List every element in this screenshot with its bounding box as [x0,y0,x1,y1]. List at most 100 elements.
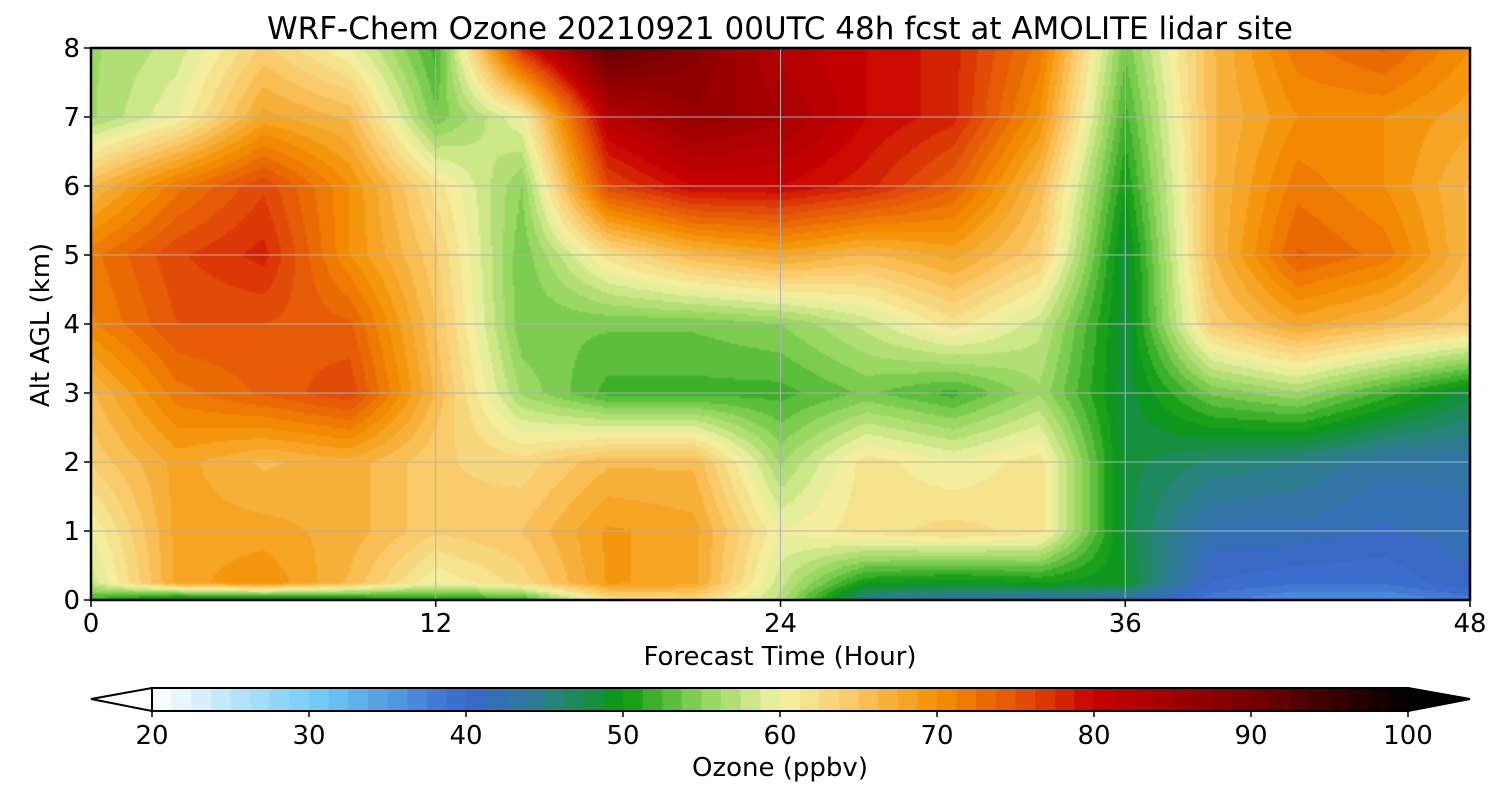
colorbar-swatch [1388,688,1409,711]
y-tick-label: 6 [63,172,80,202]
colorbar-tick-label: 40 [449,721,482,751]
chart-title: WRF-Chem Ozone 20210921 00UTC 48h fcst a… [267,11,1293,47]
colorbar-tick-label: 60 [763,721,796,751]
y-tick-label: 7 [63,103,80,133]
colorbar-swatch [1074,688,1095,711]
colorbar-swatch [328,688,349,711]
colorbar-swatch [426,688,447,711]
y-tick-label: 2 [63,448,80,478]
colorbar-swatch [819,688,840,711]
colorbar-ticks: 20 30 40 50 60 70 80 90 100 [135,711,1433,751]
colorbar-swatch [1349,688,1370,711]
colorbar-tick-label: 20 [135,721,168,751]
colorbar-swatch [681,688,703,711]
colorbar-swatch [740,688,761,711]
colorbar-swatch [1152,688,1174,711]
colorbar-swatch [1211,688,1232,711]
colorbar-swatch [956,688,977,711]
colorbar-swatch [485,688,506,711]
colorbar-swatch [1035,688,1056,711]
colorbar-swatch [466,688,487,711]
colorbar-label: Ozone (ppbv) [692,753,868,783]
colorbar-swatch [897,688,918,711]
colorbar-tick-label: 50 [606,721,639,751]
colorbar-swatch [623,688,644,711]
y-tick-label: 1 [63,517,80,547]
colorbar-swatch [1368,688,1389,711]
colorbar-over-arrow [1407,686,1471,713]
colorbar-swatch [1054,688,1075,711]
colorbar-swatch [446,688,467,711]
colorbar-swatch [309,688,330,711]
x-tick-label: 12 [419,609,452,639]
x-tick-label: 36 [1109,609,1142,639]
y-tick-label: 5 [63,241,80,271]
x-axis-ticks: 0 12 24 36 48 [83,600,1487,639]
colorbar-swatch [191,688,212,711]
colorbar: 20 30 40 50 60 70 80 90 100 Ozone (ppbv) [90,686,1471,783]
y-tick-label: 8 [63,34,80,64]
colorbar-swatch [210,688,232,711]
colorbar-swatch [387,688,408,711]
x-tick-label: 0 [83,609,100,639]
colorbar-swatch [780,688,801,711]
colorbar-swatch [878,688,899,711]
colorbar-swatch [1015,688,1036,711]
y-axis-ticks: 0 1 2 3 4 5 6 7 8 [63,34,91,616]
colorbar-swatch [603,688,624,711]
colorbar-swatch [721,688,742,711]
colorbar-swatch [1290,688,1311,711]
colorbar-tick-label: 80 [1077,721,1110,751]
colorbar-tick-label: 30 [292,721,325,751]
colorbar-swatch [505,688,526,711]
colorbar-swatch [662,688,683,711]
colorbar-swatch [701,688,722,711]
colorbar-swatch [1329,688,1350,711]
colorbar-swatch [289,688,310,711]
colorbar-swatch [407,688,428,711]
colorbar-swatch [799,688,820,711]
colorbar-swatch [230,688,251,711]
colorbar-swatch [995,688,1017,711]
colorbar-swatch [976,688,997,711]
colorbar-swatch [171,688,192,711]
colorbar-under-arrow [90,686,153,713]
colorbar-swatch [348,688,369,711]
colorbar-swatch [524,688,546,711]
y-axis-label: Alt AGL (km) [26,243,56,407]
colorbar-swatch [1231,688,1252,711]
colorbar-swatches [152,688,1409,711]
colorbar-swatch [1133,688,1154,711]
colorbar-swatch [838,688,860,711]
colorbar-swatch [1270,688,1291,711]
y-tick-label: 4 [63,310,80,340]
y-tick-label: 3 [63,379,80,409]
x-axis-label: Forecast Time (Hour) [643,642,916,672]
colorbar-swatch [1192,688,1213,711]
colorbar-swatch [917,688,938,711]
colorbar-swatch [152,688,173,711]
colorbar-swatch [642,688,663,711]
colorbar-swatch [1094,688,1115,711]
colorbar-tick-label: 100 [1383,721,1433,751]
colorbar-tick-label: 70 [920,721,953,751]
colorbar-swatch [937,688,958,711]
colorbar-swatch [1309,688,1331,711]
colorbar-swatch [269,688,290,711]
x-tick-label: 48 [1453,609,1486,639]
colorbar-swatch [583,688,604,711]
colorbar-swatch [544,688,565,711]
colorbar-swatch [367,688,389,711]
colorbar-tick-label: 90 [1234,721,1267,751]
x-tick-label: 24 [764,609,797,639]
colorbar-swatch [760,688,781,711]
y-tick-label: 0 [63,586,80,616]
colorbar-swatch [564,688,585,711]
colorbar-swatch [1251,688,1272,711]
colorbar-swatch [1172,688,1193,711]
colorbar-swatch [1113,688,1134,711]
colorbar-swatch [858,688,879,711]
colorbar-swatch [250,688,271,711]
